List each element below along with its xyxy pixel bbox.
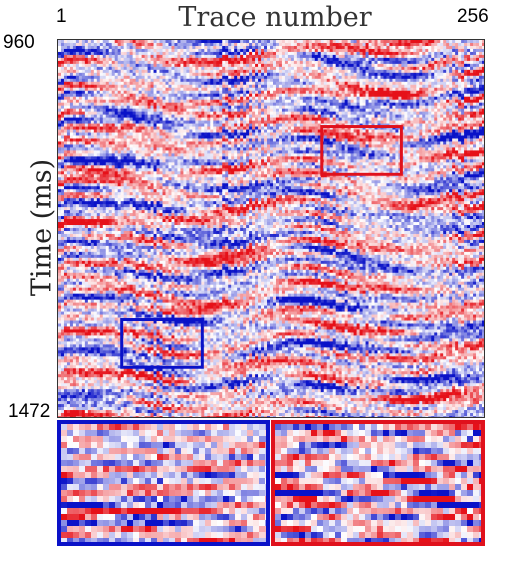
y-axis-label: Time (ms)	[26, 158, 58, 297]
y-tick-start: 960	[3, 32, 35, 53]
red-zoom-image	[275, 424, 481, 542]
red-zoom-inset	[271, 420, 485, 546]
blue-highlight-box	[120, 318, 204, 369]
blue-zoom-inset	[57, 420, 270, 546]
y-tick-end: 1472	[8, 401, 51, 422]
red-highlight-box	[320, 125, 403, 176]
seismic-traces	[58, 40, 484, 417]
x-tick-end: 256	[457, 6, 489, 27]
blue-zoom-image	[61, 424, 266, 542]
seismic-section	[57, 39, 485, 418]
plot-title: Trace number	[178, 2, 372, 33]
x-tick-start: 1	[56, 6, 67, 27]
